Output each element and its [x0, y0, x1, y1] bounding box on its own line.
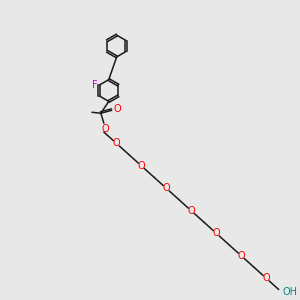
Text: O: O: [212, 228, 220, 238]
Text: O: O: [114, 104, 121, 114]
Text: O: O: [137, 161, 145, 171]
Text: O: O: [163, 183, 170, 193]
Text: O: O: [101, 124, 109, 134]
Text: O: O: [237, 251, 245, 261]
Text: O: O: [188, 206, 195, 216]
Text: OH: OH: [283, 287, 298, 297]
Text: F: F: [92, 80, 98, 90]
Text: O: O: [112, 138, 120, 148]
Text: O: O: [262, 273, 270, 283]
